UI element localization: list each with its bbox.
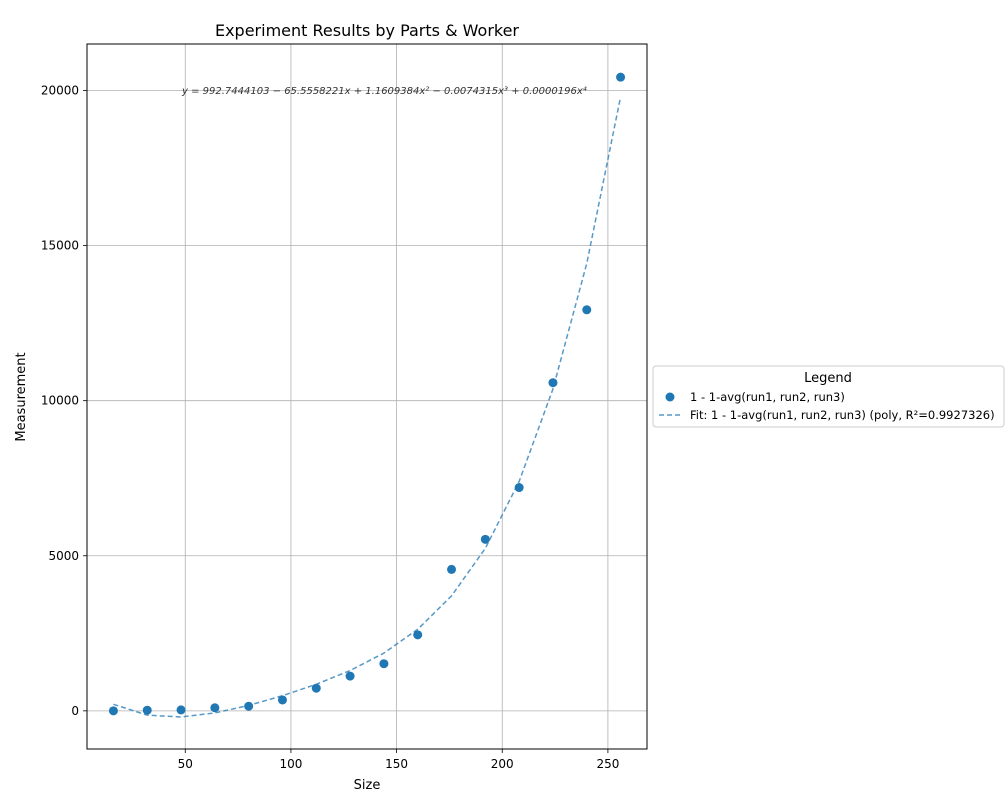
x-tick-label: 150 [385,757,408,771]
legend-box [652,365,1005,428]
fit-curve-layer [113,96,622,718]
data-point [210,703,220,713]
data-point [447,564,457,574]
grid [87,44,647,749]
data-point [244,701,254,711]
data-point [108,706,118,716]
data-point [277,695,287,705]
y-axis-label: Measurement [14,352,29,441]
legend-entry-scatter: 1 - 1-avg(run1, run2, run3) [690,390,845,404]
y-tick-label: 0 [71,704,79,718]
data-points [108,72,626,716]
fit-equation-annotation: y = 992.7444103 − 65.5558221x + 1.160938… [181,85,587,97]
legend-entry-fit: Fit: 1 - 1-avg(run1, run2, run3) (poly, … [690,408,995,422]
data-point [616,72,626,82]
legend: Legend 1 - 1-avg(run1, run2, run3) Fit: … [652,365,1005,428]
y-tick-label: 20000 [41,84,79,98]
y-tick-label: 10000 [41,394,79,408]
data-point [582,305,592,315]
legend-marker-scatter [665,392,675,402]
data-point [345,671,355,681]
y-tick-label: 15000 [41,239,79,253]
data-point [514,483,524,493]
x-tick-label: 50 [178,757,193,771]
data-point [413,630,423,640]
axis-ticks: 50 100 150 200 250 0 5000 10000 15000 20000 [41,84,620,771]
data-point [548,378,558,388]
data-point [480,534,490,544]
x-tick-label: 200 [491,757,514,771]
legend-title: Legend [804,371,852,386]
y-tick-label: 5000 [48,549,79,563]
data-point [379,659,389,669]
x-tick-label: 100 [279,757,302,771]
fit-curve [113,96,622,718]
data-point [142,705,152,715]
data-point [176,705,186,715]
x-axis-label: Size [354,778,381,793]
plot-frame [86,43,648,750]
x-tick-label: 250 [596,757,619,771]
chart-title: Experiment Results by Parts & Worker [215,21,519,40]
data-point [311,683,321,693]
